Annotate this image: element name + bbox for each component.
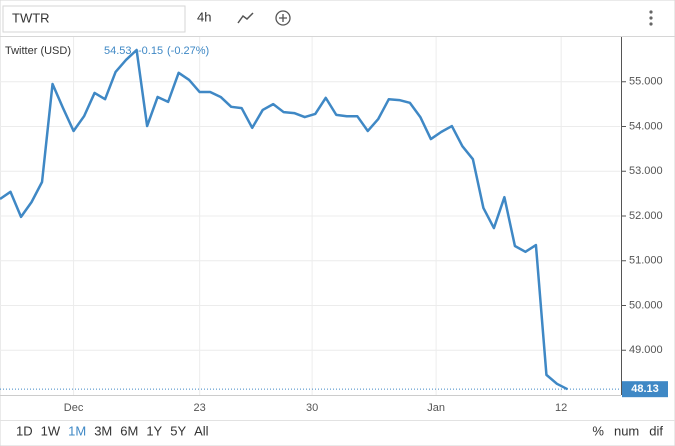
range-button[interactable]: 1M <box>68 423 86 438</box>
y-tick-label: 50.000 <box>629 299 663 311</box>
y-tick-label: 52.000 <box>629 210 663 222</box>
legend-change: -0.15 <box>138 45 163 57</box>
range-button[interactable]: 1Y <box>146 423 162 438</box>
price-line <box>0 48 569 391</box>
legend-name: Twitter (USD) <box>5 45 71 57</box>
x-tick-label: Dec <box>64 402 84 414</box>
range-button[interactable]: 6M <box>120 423 138 438</box>
y-tick-label: 54.000 <box>629 120 663 132</box>
legend: Twitter (USD) 54.53 -0.15 (-0.27%) <box>5 45 209 57</box>
range-button[interactable]: 1W <box>41 423 61 438</box>
x-tick-label: 30 <box>306 402 318 414</box>
x-tick-label: 23 <box>194 402 206 414</box>
symbol[interactable]: TWTR <box>12 10 50 25</box>
chart-style-icon[interactable] <box>237 12 254 24</box>
compare-icon[interactable] <box>275 10 291 26</box>
symbol-input[interactable] <box>2 5 186 33</box>
menu-icon[interactable] <box>649 10 653 26</box>
range-button[interactable]: 1D <box>16 423 33 438</box>
range-button[interactable]: All <box>194 423 209 438</box>
scale-mode[interactable]: % <box>592 423 604 438</box>
x-tick-label: Jan <box>427 402 445 414</box>
current-price-box <box>622 381 668 398</box>
scale-mode[interactable]: dif <box>649 423 663 438</box>
legend-change-pct: (-0.27%) <box>167 45 209 57</box>
y-tick-label: 55.000 <box>629 76 663 88</box>
x-tick-label: 12 <box>555 402 567 414</box>
legend-price: 54.53 <box>104 45 132 57</box>
compare-plus <box>279 14 287 22</box>
scale-mode[interactable]: num <box>614 423 639 438</box>
y-tick-label: 49.000 <box>629 344 663 356</box>
range-button[interactable]: 3M <box>94 423 112 438</box>
current-price-label: 48.13 <box>631 383 659 395</box>
y-tick-label: 51.000 <box>629 255 663 267</box>
y-tick-label: 53.000 <box>629 165 663 177</box>
range-button[interactable]: 5Y <box>170 423 186 438</box>
interval[interactable]: 4h <box>197 9 211 24</box>
